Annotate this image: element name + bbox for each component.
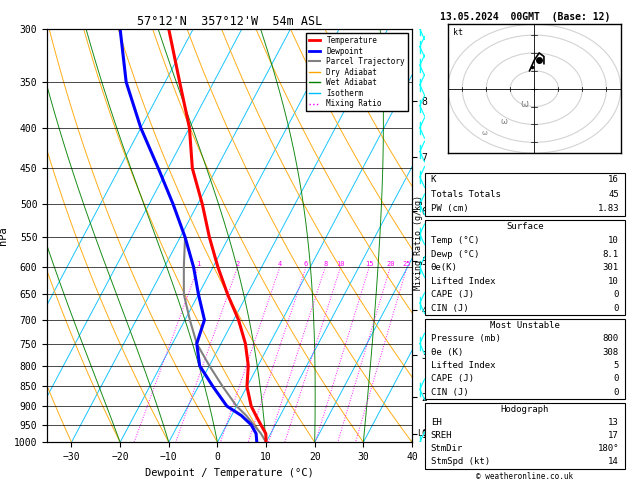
- Text: © weatheronline.co.uk: © weatheronline.co.uk: [476, 472, 574, 481]
- Bar: [425, 319, 625, 399]
- Text: 0: 0: [613, 388, 619, 397]
- Text: Temp (°C): Temp (°C): [431, 236, 479, 245]
- Text: Lifted Index: Lifted Index: [431, 361, 496, 370]
- Text: 301: 301: [603, 263, 619, 272]
- Text: 10: 10: [337, 261, 345, 267]
- Text: 800: 800: [603, 334, 619, 344]
- Text: ω: ω: [481, 130, 487, 136]
- Bar: [425, 220, 625, 315]
- Text: 25: 25: [403, 261, 411, 267]
- Text: 15: 15: [365, 261, 374, 267]
- Text: 1: 1: [196, 261, 200, 267]
- Text: 17: 17: [608, 431, 619, 440]
- Text: 16: 16: [608, 175, 619, 184]
- Text: 2: 2: [235, 261, 240, 267]
- Text: ω: ω: [520, 99, 528, 108]
- Text: 20: 20: [386, 261, 394, 267]
- Y-axis label: km
ASL: km ASL: [435, 236, 453, 257]
- Text: kt: kt: [453, 28, 463, 37]
- Text: 45: 45: [608, 190, 619, 199]
- Text: Pressure (mb): Pressure (mb): [431, 334, 501, 344]
- Text: StmDir: StmDir: [431, 444, 463, 453]
- Text: 13: 13: [608, 418, 619, 427]
- Text: CAPE (J): CAPE (J): [431, 290, 474, 299]
- Text: 5: 5: [613, 361, 619, 370]
- Text: SREH: SREH: [431, 431, 452, 440]
- Text: Mixing Ratio (g/kg): Mixing Ratio (g/kg): [414, 195, 423, 291]
- Text: 0: 0: [613, 290, 619, 299]
- Text: 13.05.2024  00GMT  (Base: 12): 13.05.2024 00GMT (Base: 12): [440, 12, 610, 22]
- Text: K: K: [431, 175, 437, 184]
- Bar: [425, 403, 625, 469]
- Text: 10: 10: [608, 277, 619, 286]
- Text: Totals Totals: Totals Totals: [431, 190, 501, 199]
- Text: ω: ω: [501, 118, 508, 126]
- Title: 57°12'N  357°12'W  54m ASL: 57°12'N 357°12'W 54m ASL: [137, 15, 322, 28]
- Legend: Temperature, Dewpoint, Parcel Trajectory, Dry Adiabat, Wet Adiabat, Isotherm, Mi: Temperature, Dewpoint, Parcel Trajectory…: [306, 33, 408, 111]
- Bar: [425, 173, 625, 216]
- Text: 14: 14: [608, 457, 619, 467]
- Text: 4: 4: [278, 261, 282, 267]
- Text: Surface: Surface: [506, 223, 543, 231]
- Text: LCL: LCL: [418, 430, 433, 438]
- Text: Most Unstable: Most Unstable: [490, 321, 560, 330]
- Text: PW (cm): PW (cm): [431, 205, 469, 213]
- Text: CIN (J): CIN (J): [431, 388, 469, 397]
- Text: Dewp (°C): Dewp (°C): [431, 249, 479, 259]
- Text: 8: 8: [323, 261, 327, 267]
- Text: EH: EH: [431, 418, 442, 427]
- Text: 1.83: 1.83: [598, 205, 619, 213]
- Text: 8.1: 8.1: [603, 249, 619, 259]
- Text: CAPE (J): CAPE (J): [431, 374, 474, 383]
- Text: θe(K): θe(K): [431, 263, 458, 272]
- Text: 6: 6: [304, 261, 308, 267]
- Text: 0: 0: [613, 374, 619, 383]
- Text: CIN (J): CIN (J): [431, 304, 469, 312]
- Text: 0: 0: [613, 304, 619, 312]
- X-axis label: Dewpoint / Temperature (°C): Dewpoint / Temperature (°C): [145, 468, 314, 478]
- Text: 10: 10: [608, 236, 619, 245]
- Text: 180°: 180°: [598, 444, 619, 453]
- Text: StmSpd (kt): StmSpd (kt): [431, 457, 490, 467]
- Text: Lifted Index: Lifted Index: [431, 277, 496, 286]
- Text: 308: 308: [603, 347, 619, 357]
- Text: θe (K): θe (K): [431, 347, 463, 357]
- Text: Hodograph: Hodograph: [501, 405, 549, 414]
- Y-axis label: hPa: hPa: [0, 226, 8, 245]
